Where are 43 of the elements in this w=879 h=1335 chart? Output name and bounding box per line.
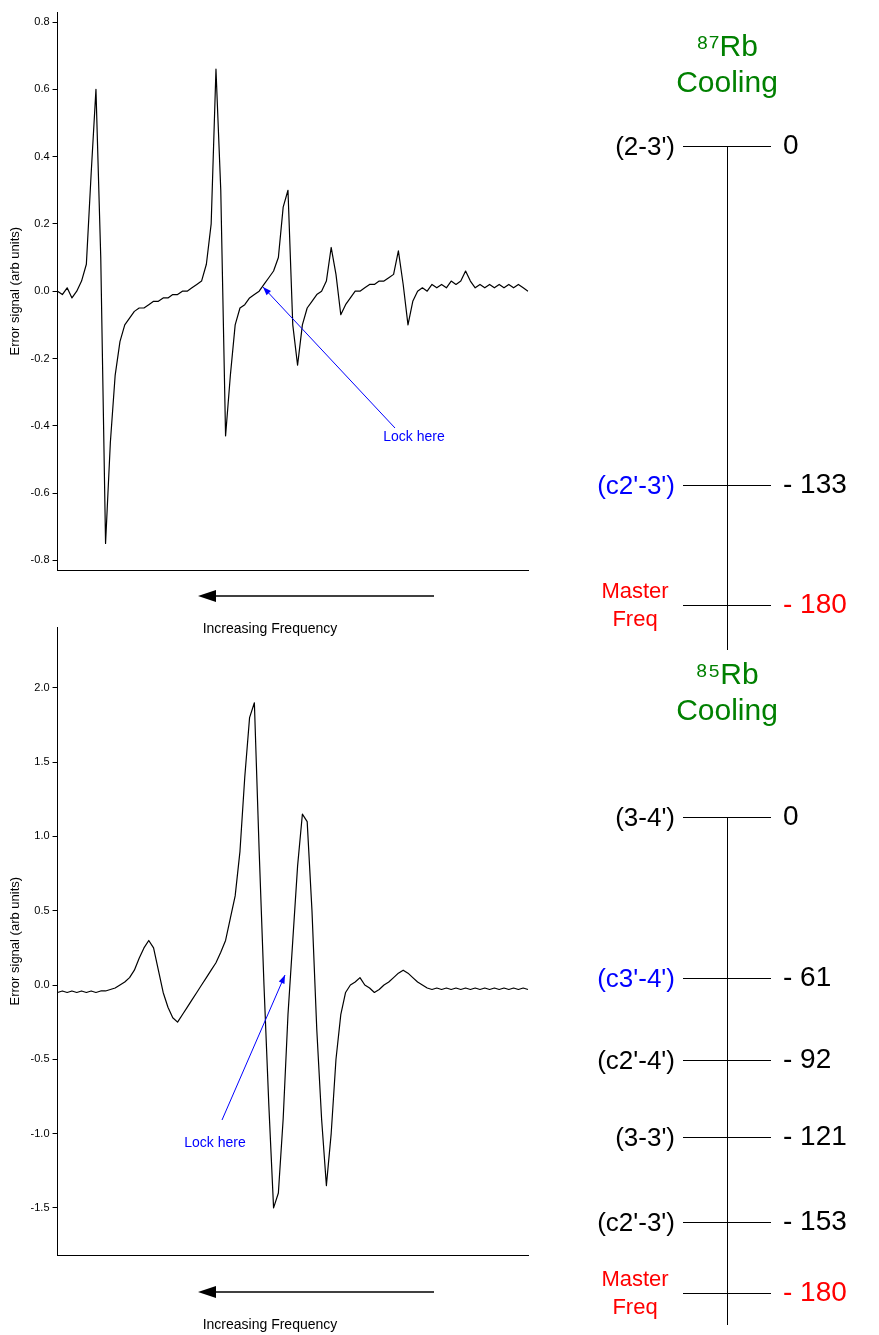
x-axis-title: Increasing Frequency	[201, 620, 339, 636]
annotation: Lock here	[383, 427, 445, 444]
data-label: 0	[783, 800, 799, 832]
y-tick-label: -1.5	[30, 1200, 50, 1213]
y-tick-label: 1.5	[34, 755, 50, 768]
annotation: Lock here	[184, 1133, 246, 1150]
y-tick-label: 0.6	[34, 82, 50, 95]
category-label: (3-4')	[614, 802, 675, 832]
y-axis-title: Error signal (arb units)	[7, 876, 23, 1006]
y-tick-label: -0.2	[30, 351, 50, 364]
y-tick-label: -0.8	[30, 553, 50, 566]
category-label: Master Freq	[600, 1265, 670, 1321]
y-axis-title: Error signal (arb units)	[7, 226, 23, 356]
category-label: (3-3')	[614, 1121, 675, 1152]
data-label: - 92	[783, 1043, 832, 1076]
y-tick-label: -0.4	[30, 418, 50, 431]
y-tick-label: 2.0	[34, 680, 50, 693]
category-label: Master Freq	[600, 577, 670, 633]
y-tick-label: 0.0	[34, 284, 50, 297]
y-tick-label: -0.6	[30, 486, 50, 499]
text: ⁸⁵Rb Cooling	[675, 656, 779, 728]
category-label: (c2'-4')	[596, 1045, 675, 1076]
data-label: - 180	[783, 1276, 847, 1308]
y-tick-label: -1.0	[30, 1126, 50, 1139]
category-label: (2-3')	[614, 131, 675, 161]
data-label: - 121	[783, 1119, 847, 1152]
data-label: - 133	[783, 468, 847, 501]
x-axis-title: Increasing Frequency	[201, 1316, 339, 1332]
data-label: - 61	[783, 961, 832, 994]
y-tick-label: 0.2	[34, 216, 50, 229]
category-label: (c2'-3')	[596, 1206, 675, 1237]
data-label: - 153	[783, 1204, 847, 1237]
y-tick-label: 1.0	[34, 829, 50, 842]
text: ⁸⁷Rb Cooling	[675, 28, 779, 100]
y-tick-label: 0.5	[34, 903, 50, 916]
y-tick-label: -0.5	[30, 1052, 50, 1065]
category-label: (c2'-3')	[596, 470, 675, 501]
y-tick-label: 0.0	[34, 978, 50, 991]
category-label: (c3'-4')	[596, 963, 675, 994]
y-tick-label: 0.8	[34, 15, 50, 28]
data-label: - 180	[783, 588, 847, 620]
y-tick-label: 0.4	[34, 149, 50, 162]
data-label: 0	[783, 129, 799, 161]
